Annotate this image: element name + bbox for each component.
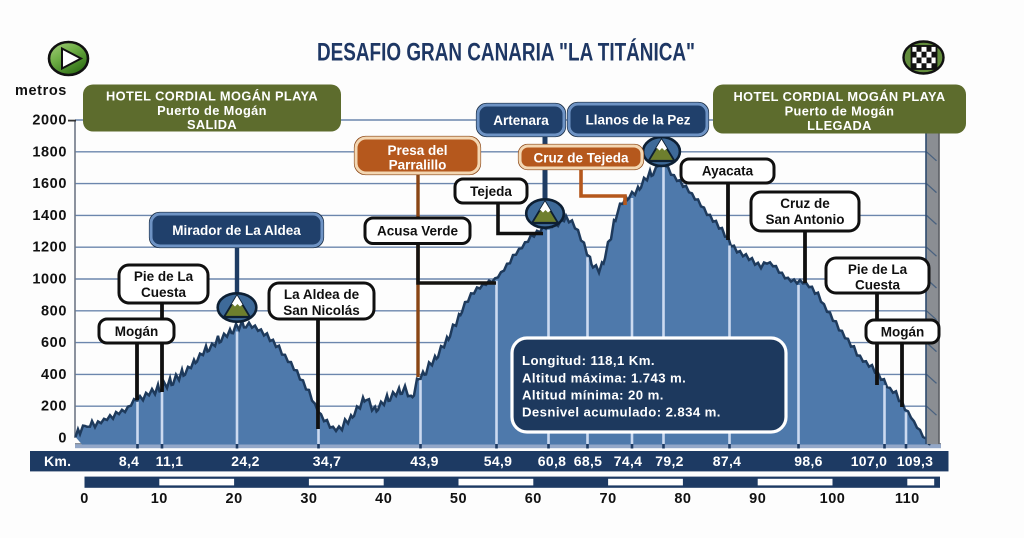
svg-text:1200: 1200 (32, 240, 67, 256)
svg-text:1400: 1400 (32, 208, 67, 224)
svg-text:50: 50 (450, 491, 467, 507)
svg-text:HOTEL CORDIAL MOGÁN PLAYA: HOTEL CORDIAL MOGÁN PLAYA (734, 89, 946, 104)
svg-text:11,1: 11,1 (156, 453, 184, 469)
svg-text:0: 0 (58, 431, 67, 447)
svg-text:34,7: 34,7 (313, 453, 341, 469)
svg-text:HOTEL CORDIAL MOGÁN PLAYA: HOTEL CORDIAL MOGÁN PLAYA (106, 89, 318, 104)
svg-text:Pie de La: Pie de La (134, 269, 194, 284)
svg-text:Parralillo: Parralillo (389, 158, 447, 173)
svg-text:Cuesta: Cuesta (141, 285, 187, 300)
svg-text:Cuesta: Cuesta (855, 278, 901, 293)
svg-text:Puerto de Mogán: Puerto de Mogán (785, 104, 895, 119)
svg-text:San Nicolás: San Nicolás (283, 303, 360, 318)
svg-text:Ayacata: Ayacata (702, 164, 754, 179)
svg-text:Mirador de La Aldea: Mirador de La Aldea (172, 223, 301, 238)
svg-text:0: 0 (80, 491, 89, 507)
svg-text:20: 20 (226, 491, 243, 507)
svg-text:Km.: Km. (44, 453, 71, 469)
svg-text:60: 60 (525, 491, 542, 507)
svg-text:109,3: 109,3 (897, 453, 934, 469)
svg-text:98,6: 98,6 (794, 453, 822, 469)
svg-text:68,5: 68,5 (574, 453, 602, 469)
svg-text:107,0: 107,0 (851, 453, 888, 469)
svg-text:24,2: 24,2 (231, 453, 259, 469)
svg-text:90: 90 (749, 491, 766, 507)
svg-text:74,4: 74,4 (614, 453, 642, 469)
svg-text:87,4: 87,4 (713, 453, 741, 469)
svg-text:Puerto de Mogán: Puerto de Mogán (157, 103, 267, 118)
svg-text:54,9: 54,9 (484, 453, 512, 469)
svg-text:metros: metros (15, 83, 67, 99)
svg-text:1000: 1000 (32, 272, 67, 288)
svg-text:200: 200 (41, 399, 67, 415)
svg-text:Acusa Verde: Acusa Verde (377, 224, 459, 239)
svg-text:Mogán: Mogán (881, 325, 925, 340)
svg-text:1800: 1800 (32, 144, 67, 160)
svg-text:San Antonio: San Antonio (766, 212, 845, 227)
svg-text:80: 80 (674, 491, 691, 507)
svg-text:Mogán: Mogán (115, 324, 159, 339)
svg-text:Cruz de: Cruz de (780, 196, 830, 211)
svg-text:SALIDA: SALIDA (187, 117, 237, 132)
svg-text:400: 400 (41, 367, 67, 383)
svg-text:LLEGADA: LLEGADA (807, 118, 872, 133)
svg-text:La Aldea de: La Aldea de (284, 287, 360, 302)
svg-text:110: 110 (895, 491, 920, 507)
svg-text:Llanos de la Pez: Llanos de la Pez (585, 113, 690, 128)
svg-text:30: 30 (300, 491, 317, 507)
svg-text:60,8: 60,8 (538, 453, 566, 469)
svg-text:DESAFIO GRAN CANARIA "LA TITÁN: DESAFIO GRAN CANARIA "LA TITÁNICA" (317, 38, 695, 67)
svg-text:1600: 1600 (32, 176, 67, 192)
svg-text:100: 100 (820, 491, 846, 507)
svg-text:800: 800 (41, 303, 67, 319)
svg-text:Altitud máxima: 1.743 m.: Altitud máxima: 1.743 m. (522, 371, 686, 386)
svg-text:8,4: 8,4 (119, 453, 139, 469)
svg-text:Presa del: Presa del (387, 143, 447, 158)
svg-text:600: 600 (41, 335, 67, 351)
svg-text:2000: 2000 (32, 113, 67, 129)
svg-text:Artenara: Artenara (493, 113, 549, 128)
svg-text:70: 70 (600, 491, 617, 507)
svg-text:40: 40 (375, 491, 392, 507)
svg-text:Tejeda: Tejeda (470, 184, 512, 199)
svg-text:Cruz de Tejeda: Cruz de Tejeda (533, 151, 629, 166)
svg-text:79,2: 79,2 (655, 453, 683, 469)
svg-text:Longitud: 118,1 Km.: Longitud: 118,1 Km. (522, 353, 655, 368)
svg-text:10: 10 (151, 491, 168, 507)
svg-text:Desnivel acumulado: 2.834 m.: Desnivel acumulado: 2.834 m. (522, 405, 721, 420)
svg-text:Altitud mínima: 20 m.: Altitud mínima: 20 m. (522, 388, 664, 403)
svg-text:Pie de La: Pie de La (848, 262, 908, 277)
svg-text:43,9: 43,9 (410, 453, 438, 469)
